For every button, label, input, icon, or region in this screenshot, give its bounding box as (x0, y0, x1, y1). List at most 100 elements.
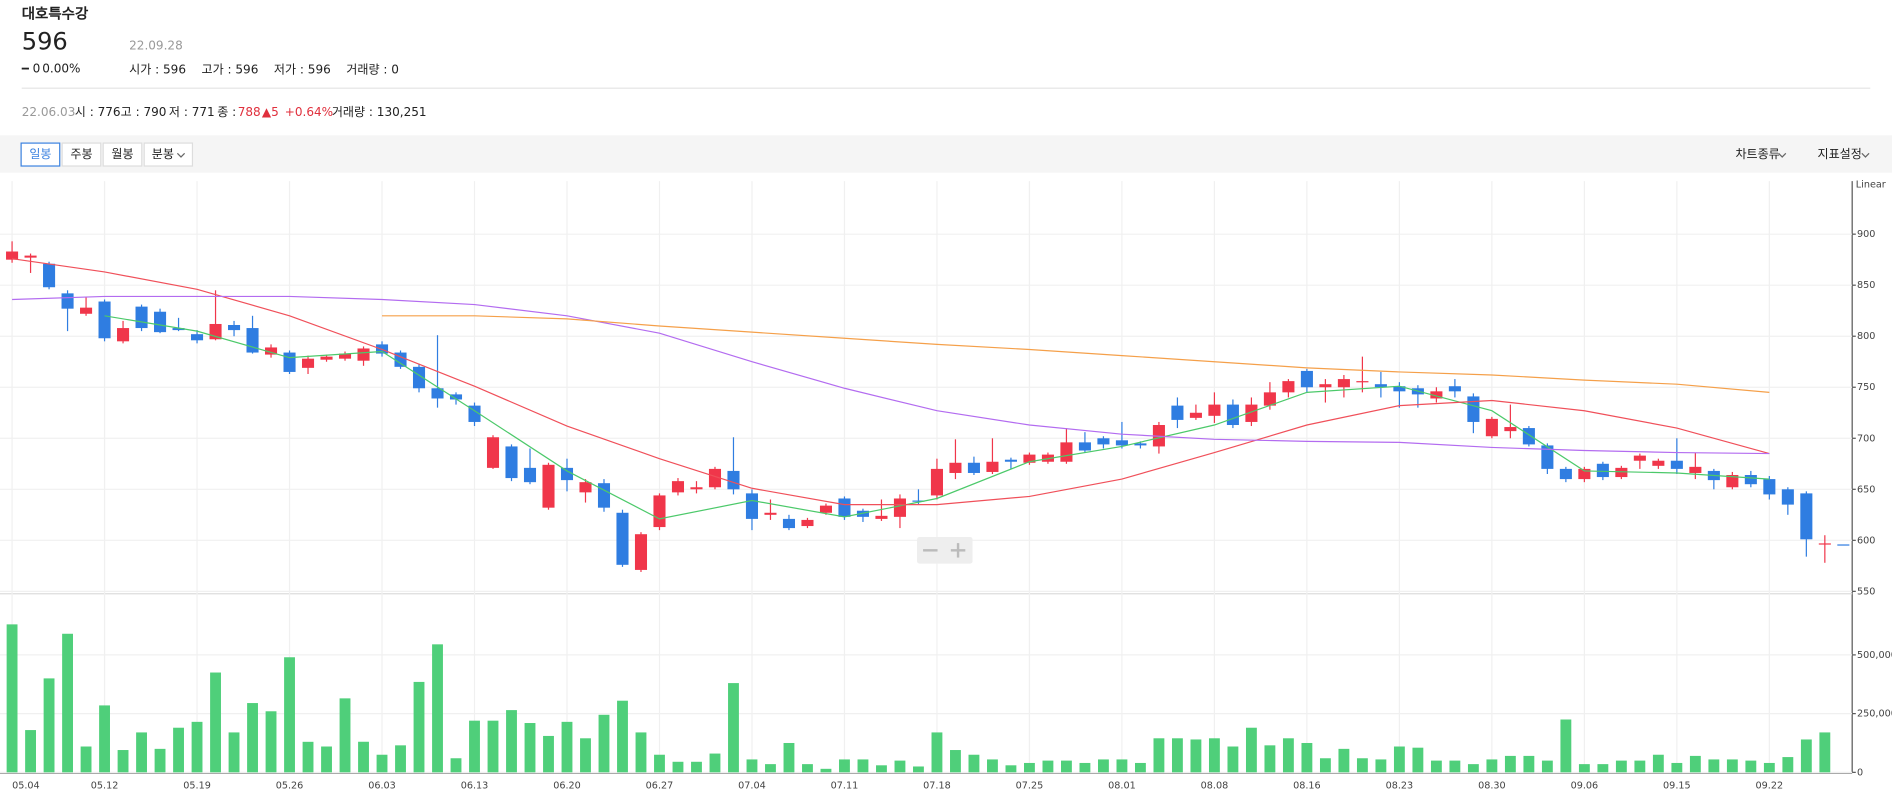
candle-body (1818, 543, 1831, 545)
x-tick-label: 05.19 (183, 781, 211, 792)
price: 596 (22, 27, 68, 55)
candle-body (1633, 455, 1646, 461)
candle-body (1300, 370, 1313, 388)
volume-bar (80, 746, 92, 773)
volume-bar (62, 633, 73, 773)
volume-bar (1763, 762, 1775, 773)
volume-bar (99, 705, 110, 773)
flat-icon (21, 67, 29, 70)
candle-body (1837, 544, 1850, 546)
candle-body (893, 498, 906, 517)
period-button[interactable]: 주봉 (70, 147, 92, 161)
candle-body (505, 446, 518, 479)
volume-bar (339, 698, 351, 773)
candle-body (1134, 443, 1147, 446)
candle-body (43, 263, 56, 288)
volume-bar (154, 748, 166, 773)
candle-body (338, 353, 352, 359)
volume-bar (1486, 759, 1498, 773)
candle-body (597, 483, 611, 508)
candle-body (764, 512, 777, 515)
period-box[interactable] (61, 142, 102, 167)
volume-bar (1079, 762, 1091, 773)
candle-body (653, 495, 666, 528)
x-tick-label: 06.13 (461, 781, 489, 792)
candle-body (930, 468, 943, 496)
candle-body (80, 307, 93, 314)
candle-body (1263, 392, 1276, 406)
period-box[interactable] (143, 142, 194, 167)
info-diff: ▲5 (262, 105, 279, 119)
volume-bar (487, 720, 499, 773)
info-low: 저 : 771 (169, 105, 215, 119)
indicator-button[interactable]: 지표설정 (1817, 147, 1861, 161)
volume-bar (265, 711, 277, 773)
candle-body (1078, 442, 1091, 451)
candle-body (1504, 427, 1517, 432)
chart-type-button[interactable]: 차트종류 (1735, 147, 1779, 161)
period-box[interactable] (102, 142, 143, 167)
candle-body (228, 324, 241, 331)
volume-bar (284, 657, 295, 773)
period-button[interactable]: 월봉 (111, 147, 133, 161)
x-tick-label: 06.03 (368, 781, 396, 792)
volume-bar (728, 683, 739, 773)
stat: 거래량 : 0 (346, 63, 399, 77)
x-tick-label: 09.15 (1663, 781, 1691, 792)
volume-bar (691, 761, 702, 773)
volume-bar (950, 750, 961, 773)
candle-body (838, 498, 851, 517)
candle-body (986, 461, 999, 472)
volume-bar (709, 753, 721, 773)
moving-average (104, 315, 1770, 520)
volume-bar (1726, 759, 1738, 773)
period-selected[interactable] (20, 142, 61, 167)
candle-body (579, 482, 592, 493)
volume-bar (1375, 759, 1387, 773)
candle-body (1189, 412, 1202, 418)
candle-body (1337, 379, 1350, 388)
candle-body (1430, 391, 1443, 399)
volume-bar (1578, 764, 1590, 773)
candle-body (1596, 463, 1609, 478)
candle-body (1763, 479, 1776, 495)
volume-bar (802, 764, 813, 773)
volume-bar (43, 678, 55, 773)
period-button[interactable]: 일봉 (29, 147, 51, 161)
volume-bar (1597, 764, 1609, 773)
change-rate: 0.00% (42, 61, 80, 75)
volume-bar (1116, 759, 1128, 773)
stat: 고가 : 596 (202, 63, 259, 77)
toolbar (0, 135, 1892, 173)
volume-bar (1541, 760, 1553, 773)
volume-bar (1412, 747, 1424, 773)
y-tick-label: 700 (1857, 433, 1875, 444)
volume-bar (857, 759, 869, 773)
volume-bar (746, 759, 758, 773)
candle-body (1060, 442, 1073, 462)
info-high: 고 : 790 (121, 105, 167, 119)
candle-body (283, 352, 296, 372)
volume-bar (1467, 764, 1479, 773)
volume-bar (876, 765, 887, 773)
volume-bar (931, 732, 943, 773)
candle-body (727, 470, 740, 490)
volume-bar (1523, 755, 1535, 773)
volume-bar (395, 745, 406, 773)
info-close: 788 (238, 105, 261, 119)
moving-average (382, 315, 1770, 393)
candle-body (875, 515, 888, 519)
candle-body (191, 334, 204, 341)
x-tick-label: 09.22 (1756, 781, 1784, 792)
candle-body (1115, 440, 1128, 446)
candle-body (1541, 445, 1554, 469)
candle-body (819, 505, 832, 513)
y-tick-label: 850 (1857, 280, 1875, 291)
candle-body (265, 347, 278, 355)
candle-body (98, 301, 111, 339)
period-button[interactable]: 분봉 (152, 147, 174, 161)
x-tick-label: 07.04 (738, 781, 766, 792)
volume-bar (1097, 759, 1109, 773)
volume-bar (469, 720, 480, 773)
x-tick-label: 06.27 (646, 781, 674, 792)
